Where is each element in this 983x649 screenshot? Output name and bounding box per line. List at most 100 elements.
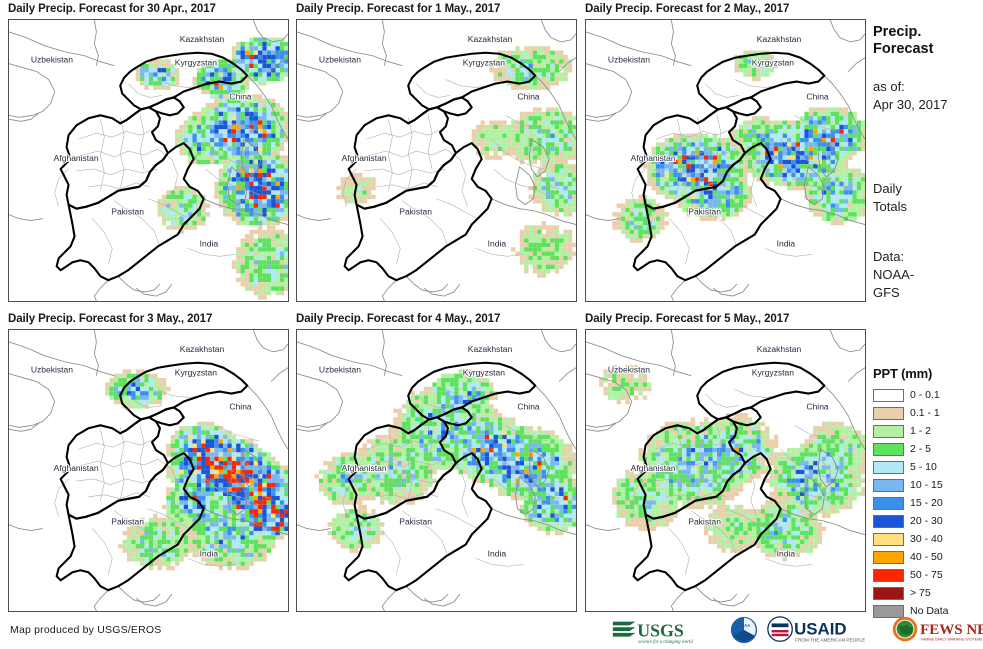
country-label-india: India <box>488 548 507 558</box>
country-labels: Kazakhstan Uzbekistan Kyrgyzstan China Afgha… <box>607 33 830 250</box>
legend-label-9: 40 - 50 <box>910 551 943 563</box>
country-label-china: China <box>806 91 829 101</box>
outline-kyrgyz <box>407 361 537 421</box>
country-label-uzbekistan: Uzbekistan <box>319 365 361 375</box>
country-label-india: India <box>488 238 507 248</box>
legend-row-7: 20 - 30 <box>873 512 983 530</box>
legend-row-10: 50 - 75 <box>873 566 983 584</box>
admin-boundaries <box>631 79 849 265</box>
data-source-line2: GFS <box>873 285 900 300</box>
country-label-afghanistan: Afghanistan <box>631 463 676 473</box>
as-of-block: as of: Apr 30, 2017 <box>873 78 983 114</box>
legend-entries: 0 - 0.1 0.1 - 1 1 - 2 2 - 5 5 - 10 10 - 15 15 … <box>866 386 983 620</box>
legend-row-11: > 75 <box>873 584 983 602</box>
outline-kyrgyz <box>696 361 826 421</box>
focus-country-outlines <box>55 51 249 282</box>
neighbor-boundaries <box>9 330 288 611</box>
panel-title-3: Daily Precip. Forecast for 2 May., 2017 <box>585 3 790 15</box>
country-label-kazakhstan: Kazakhstan <box>180 344 225 354</box>
legend-label-8: 30 - 40 <box>910 533 943 545</box>
focus-country-outlines <box>632 51 826 282</box>
precip-raster-1: Kazakhstan Uzbekistan Kyrgyzstan China Afgha… <box>9 20 288 301</box>
country-label-kazakhstan: Kazakhstan <box>757 344 802 354</box>
admin-boundaries <box>54 79 272 265</box>
forecast-panel-1: Daily Precip. Forecast for 30 Apr., 2017… <box>8 2 289 302</box>
precip-cells <box>336 46 576 278</box>
legend-swatch-10 <box>873 568 904 582</box>
map-credit: Map produced by USGS/EROS <box>10 624 162 636</box>
forecast-panel-6: Daily Precip. Forecast for 5 May., 2017 K… <box>585 312 866 612</box>
legend-title: PPT (mm) <box>873 366 933 381</box>
legend-swatch-9 <box>873 550 904 564</box>
country-label-india: India <box>200 548 219 558</box>
country-label-afghanistan: Afghanistan <box>342 463 387 473</box>
focus-country-outlines <box>632 361 826 592</box>
outline-pakistan <box>343 452 493 592</box>
legend-swatch-8 <box>873 532 904 546</box>
as-of-label: as of: <box>873 79 905 94</box>
country-label-china: China <box>517 91 540 101</box>
precip-raster-2: Kazakhstan Uzbekistan Kyrgyzstan China Afgha… <box>297 20 576 301</box>
precip-raster-5: Kazakhstan Uzbekistan Kyrgyzstan China Afgha… <box>297 330 576 611</box>
outline-kyrgyz <box>407 51 537 111</box>
outline-pakistan <box>632 142 782 282</box>
country-label-kyrgyzstan: Kyrgyzstan <box>463 58 505 68</box>
precip-raster-4: Kazakhstan Uzbekistan Kyrgyzstan China Afgha… <box>9 330 288 611</box>
country-label-pakistan: Pakistan <box>688 517 721 527</box>
country-label-pakistan: Pakistan <box>399 207 432 217</box>
usgs-logo: USGS science for a changing world <box>612 621 693 645</box>
sidebar: Precip. Forecast as of: Apr 30, 2017 Dai… <box>866 0 983 649</box>
legend-row-9: 40 - 50 <box>873 548 983 566</box>
panel-title-5: Daily Precip. Forecast for 4 May., 2017 <box>296 313 501 325</box>
fewsnet-logo: FEWS NET FAMINE EARLY WARNING SYSTEMS NE… <box>892 616 983 641</box>
country-label-india: India <box>777 238 796 248</box>
country-label-pakistan: Pakistan <box>111 207 144 217</box>
country-label-kyrgyzstan: Kyrgyzstan <box>752 58 794 68</box>
daily-totals-block: Daily Totals <box>873 180 983 216</box>
legend-row-6: 15 - 20 <box>873 494 983 512</box>
legend-label-5: 10 - 15 <box>910 479 943 491</box>
map-frame-1: Kazakhstan Uzbekistan Kyrgyzstan China Afgha… <box>8 19 289 302</box>
country-label-kyrgyzstan: Kyrgyzstan <box>752 368 794 378</box>
noaa-logo: NOAA <box>730 616 757 644</box>
forecast-panel-5: Daily Precip. Forecast for 4 May., 2017 K… <box>296 312 577 612</box>
precip-cells <box>105 369 288 571</box>
legend-label-2: 1 - 2 <box>910 425 932 437</box>
legend-label-12: No Data <box>910 605 949 617</box>
legend-swatch-11 <box>873 586 904 600</box>
legend-swatch-2 <box>873 424 904 438</box>
sidebar-title: Precip. Forecast <box>873 24 983 58</box>
country-labels: Kazakhstan Uzbekistan Kyrgyzstan China Afgha… <box>607 343 830 560</box>
country-label-india: India <box>777 548 796 558</box>
country-label-india: India <box>200 238 219 248</box>
admin-boundaries <box>342 389 560 575</box>
country-labels: Kazakhstan Uzbekistan Kyrgyzstan China Afgha… <box>318 343 541 560</box>
daily-totals-line2: Totals <box>873 199 907 214</box>
country-label-uzbekistan: Uzbekistan <box>608 55 650 65</box>
country-label-uzbekistan: Uzbekistan <box>319 55 361 65</box>
country-label-pakistan: Pakistan <box>399 517 432 527</box>
focus-country-outlines <box>343 361 537 592</box>
legend-row-4: 5 - 10 <box>873 458 983 476</box>
country-labels: Kazakhstan Uzbekistan Kyrgyzstan China Afgha… <box>318 33 541 250</box>
country-label-china: China <box>229 401 252 411</box>
country-label-kyrgyzstan: Kyrgyzstan <box>175 58 217 68</box>
sidebar-title-line1: Precip. <box>873 24 922 40</box>
outline-pakistan <box>55 452 205 592</box>
country-label-afghanistan: Afghanistan <box>54 153 99 163</box>
map-frame-5: Kazakhstan Uzbekistan Kyrgyzstan China Afgha… <box>296 329 577 612</box>
country-label-uzbekistan: Uzbekistan <box>31 55 73 65</box>
precip-raster-6: Kazakhstan Uzbekistan Kyrgyzstan China Afgha… <box>586 330 865 611</box>
data-source-block: Data: NOAA- GFS <box>873 248 983 302</box>
forecast-panel-2: Daily Precip. Forecast for 1 May., 2017 K… <box>296 2 577 302</box>
map-frame-3: Kazakhstan Uzbekistan Kyrgyzstan China Afgha… <box>585 19 866 302</box>
legend-label-7: 20 - 30 <box>910 515 943 527</box>
legend-swatch-6 <box>873 496 904 510</box>
legend-label-4: 5 - 10 <box>910 461 937 473</box>
outline-kyrgyz <box>119 361 249 421</box>
country-label-afghanistan: Afghanistan <box>342 153 387 163</box>
precip-cells <box>314 369 576 553</box>
legend-row-3: 2 - 5 <box>873 440 983 458</box>
country-labels: Kazakhstan Uzbekistan Kyrgyzstan China Afgha… <box>30 343 253 560</box>
sidebar-title-line2: Forecast <box>873 41 934 57</box>
